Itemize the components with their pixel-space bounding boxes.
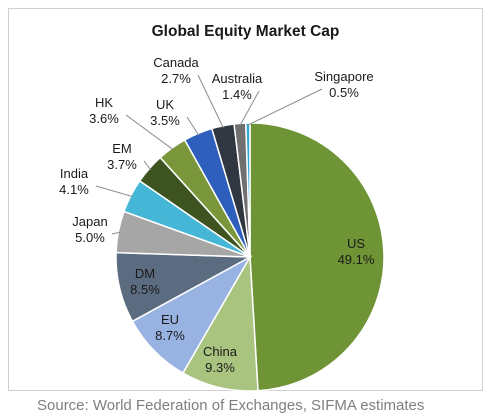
leader-line-australia [239, 90, 260, 126]
slice-label-name-dm: DM [135, 266, 155, 281]
pie-slice-china [181, 254, 259, 392]
slice-label-name-eu: EU [161, 312, 179, 327]
slice-label-value-japan: 5.0% [75, 230, 105, 245]
pie-slice-us [249, 122, 385, 392]
slice-label-value-us: 49.1% [338, 252, 375, 267]
slice-label-name-uk: UK [156, 97, 174, 112]
chart-title: Global Equity Market Cap [151, 23, 340, 40]
slice-label-name-em: EM [112, 141, 132, 156]
leader-line-japan [111, 231, 121, 235]
slice-label-value-em: 3.7% [107, 157, 137, 172]
source-note: Source: World Federation of Exchanges, S… [37, 397, 425, 414]
leader-line-india [95, 185, 133, 198]
leader-line-canada [197, 74, 224, 128]
slice-label-name-australia: Australia [212, 71, 263, 86]
pie-slice-singapore [245, 122, 251, 258]
slice-label-value-hk: 3.6% [89, 111, 119, 126]
slice-label-name-singapore: Singapore [314, 69, 373, 84]
slice-label-value-eu: 8.7% [155, 328, 185, 343]
slice-label-value-dm: 8.5% [130, 282, 160, 297]
slice-label-value-canada: 2.7% [161, 71, 191, 86]
slice-label-name-us: US [347, 236, 365, 251]
slice-label-value-china: 9.3% [205, 360, 235, 375]
slice-label-value-australia: 1.4% [222, 87, 252, 102]
slice-label-value-uk: 3.5% [150, 113, 180, 128]
slice-label-name-china: China [203, 344, 238, 359]
slice-label-name-canada: Canada [153, 55, 199, 70]
slice-label-name-japan: Japan [72, 214, 107, 229]
leader-line-uk [186, 116, 200, 136]
slice-label-name-india: India [60, 166, 89, 181]
slice-label-value-india: 4.1% [59, 182, 89, 197]
leader-line-singapore [247, 88, 323, 126]
leader-line-hk [125, 114, 174, 151]
slice-label-value-singapore: 0.5% [329, 85, 359, 100]
leader-line-em [143, 160, 152, 171]
slice-label-name-hk: HK [95, 95, 113, 110]
